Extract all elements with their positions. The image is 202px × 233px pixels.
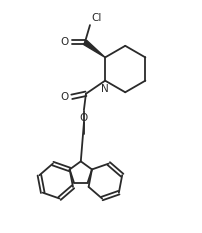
Polygon shape <box>83 40 105 57</box>
Text: N: N <box>101 84 109 94</box>
Text: O: O <box>60 92 68 102</box>
Text: O: O <box>60 37 68 47</box>
Text: Cl: Cl <box>91 13 101 23</box>
Text: O: O <box>80 113 88 123</box>
